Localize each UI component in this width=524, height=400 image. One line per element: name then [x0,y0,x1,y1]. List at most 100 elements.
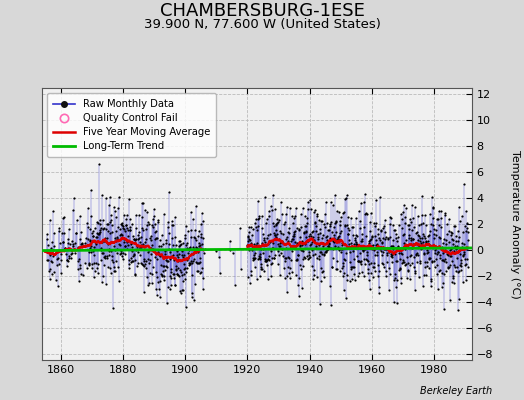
Point [189,250,197,257]
Point [296,262,304,269]
Point [250,241,258,247]
Point [316,226,324,232]
Point [355,208,363,214]
Point [444,228,453,234]
Point [98,279,106,285]
Point [143,274,151,280]
Point [154,219,162,225]
Point [74,256,83,262]
Point [272,227,280,234]
Point [260,239,269,245]
Point [123,232,132,239]
Point [408,227,417,234]
Point [132,246,140,253]
Point [146,234,154,241]
Point [434,249,442,256]
Point [463,245,472,252]
Point [391,251,399,257]
Point [292,240,301,246]
Point [56,240,64,246]
Point [128,232,137,239]
Point [268,207,276,214]
Point [335,233,343,239]
Point [359,243,367,250]
Point [338,242,346,248]
Point [301,223,309,229]
Point [48,239,56,245]
Point [425,211,434,217]
Point [346,245,355,252]
Point [399,232,407,239]
Point [231,282,239,288]
Point [258,250,267,256]
Point [441,210,449,216]
Point [434,234,443,240]
Point [131,257,139,263]
Point [109,305,117,312]
Point [444,264,452,270]
Point [328,219,336,225]
Point [307,239,315,246]
Point [446,297,454,303]
Point [66,246,74,252]
Point [436,254,445,261]
Point [90,260,98,266]
Point [459,279,467,286]
Point [440,258,448,264]
Point [151,221,159,227]
Point [190,255,198,262]
Point [274,247,282,254]
Point [102,195,110,201]
Point [144,256,152,262]
Point [61,245,69,251]
Point [411,269,420,276]
Point [310,220,319,226]
Point [444,251,452,258]
Point [339,210,347,216]
Point [409,241,417,247]
Point [165,246,173,252]
Point [272,234,280,240]
Point [336,268,344,274]
Point [131,271,139,277]
Point [401,237,410,243]
Point [133,243,141,249]
Point [284,238,292,244]
Point [138,260,147,267]
Point [99,273,107,280]
Point [290,229,298,236]
Point [299,263,307,269]
Point [101,238,110,245]
Point [112,228,121,234]
Point [405,232,413,238]
Point [76,262,84,268]
Point [280,265,288,271]
Point [373,242,381,249]
Point [372,242,380,248]
Point [97,245,105,252]
Point [94,270,102,276]
Point [331,243,339,250]
Point [138,226,147,233]
Point [101,235,109,241]
Point [52,262,61,268]
Point [302,234,310,240]
Point [464,264,473,271]
Point [97,250,106,257]
Point [188,293,196,300]
Point [249,255,258,262]
Point [118,221,127,228]
Point [78,240,86,246]
Point [436,251,444,258]
Point [438,270,446,276]
Point [166,286,174,292]
Point [400,259,408,265]
Point [184,246,193,253]
Point [462,276,470,283]
Point [377,226,386,233]
Point [122,222,130,228]
Point [426,242,434,248]
Point [427,278,435,285]
Point [414,222,423,229]
Point [192,259,200,265]
